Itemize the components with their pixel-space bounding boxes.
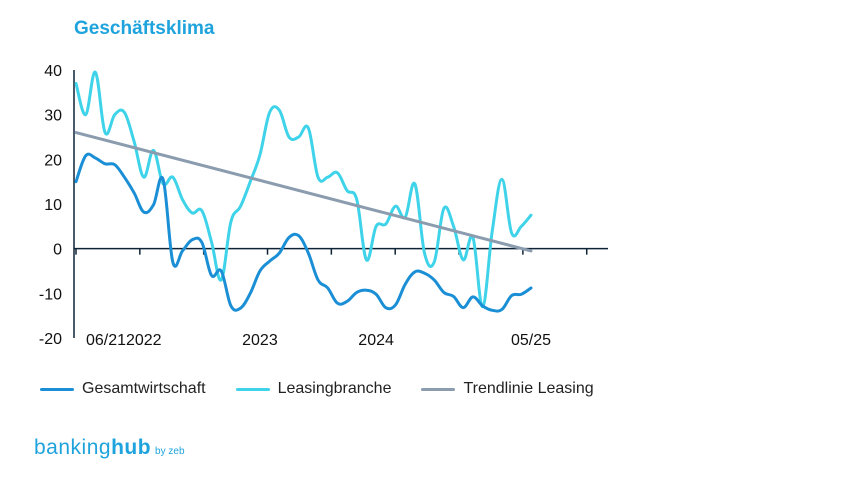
y-tick-label: 0 (53, 242, 62, 259)
x-tick-label: 06/21 (86, 332, 126, 349)
y-tick-label: -10 (39, 286, 62, 303)
legend-swatch-leasingbranche (235, 387, 270, 391)
brand-name-a: banking (34, 436, 112, 459)
legend-item-trendlinie: Trendlinie Leasing (421, 380, 594, 398)
series-line-leasingbranche (74, 70, 533, 309)
x-tick-label: 2024 (358, 332, 394, 349)
chart-title: Geschäftsklima (74, 18, 215, 39)
x-tick-label: 2022 (126, 332, 162, 349)
legend-label-leasingbranche: Leasingbranche (277, 380, 392, 397)
x-tick-label: 2023 (242, 332, 278, 349)
brand-logo: bankinghub by zeb (34, 436, 185, 460)
series-line-gesamtwirtschaft (74, 152, 533, 313)
legend-swatch-gesamtwirtschaft (40, 387, 74, 391)
brand-name-b: hub (111, 436, 152, 459)
legend: Gesamtwirtschaft Leasingbranche Trendlin… (40, 380, 624, 398)
legend-item-gesamtwirtschaft: Gesamtwirtschaft (40, 380, 206, 398)
legend-label-trendlinie: Trendlinie Leasing (463, 380, 594, 397)
y-tick-label: 20 (44, 152, 62, 169)
series-line-trendlinie-leasing (74, 131, 533, 253)
brand-suffix: by zeb (155, 446, 185, 457)
x-tick-label: 05/25 (511, 332, 551, 349)
y-tick-label: -20 (39, 331, 62, 348)
y-tick-label: 40 (44, 63, 62, 80)
legend-swatch-trendlinie (421, 387, 456, 391)
legend-label-gesamtwirtschaft: Gesamtwirtschaft (82, 380, 206, 397)
legend-item-leasingbranche: Leasingbranche (235, 380, 392, 398)
y-tick-label: 30 (44, 108, 62, 125)
y-tick-label: 10 (44, 197, 62, 214)
